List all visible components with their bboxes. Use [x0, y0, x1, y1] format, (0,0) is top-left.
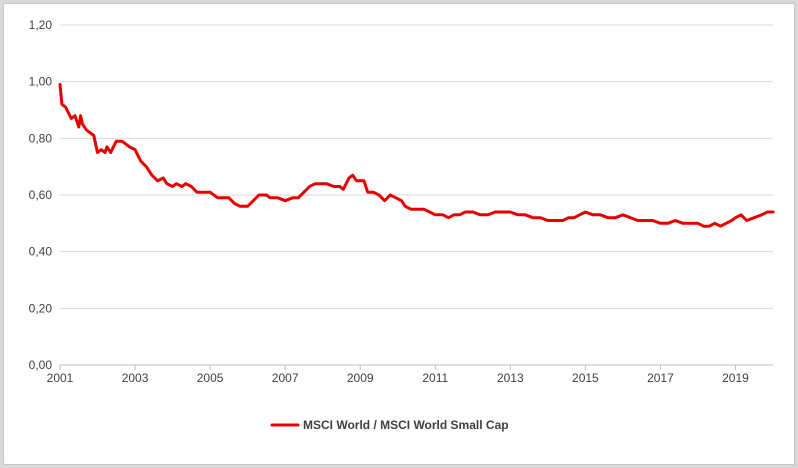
legend-label: MSCI World / MSCI World Small Cap	[303, 418, 509, 432]
x-tick-label: 2013	[497, 371, 524, 385]
y-tick-label: 0,40	[29, 245, 53, 259]
y-tick-labels: 0,00 0,20 0,40 0,60 0,80 1,00 1,20	[29, 18, 53, 372]
gridlines	[60, 24, 773, 309]
x-tick-label: 2005	[197, 371, 224, 385]
x-tick-labels: 2001 2003 2005 2007 2009 2011 2013 2015 2017 2019	[47, 371, 749, 385]
x-tick-label: 2009	[347, 371, 374, 385]
series-layer	[58, 83, 775, 228]
line-chart: 0,000,200,400,600,801,001,20 2001 2003 200…	[29, 18, 775, 432]
x-tick-label: 2001	[47, 371, 74, 385]
y-tick-label: 0,80	[29, 131, 53, 145]
x-tick-label: 2007	[272, 371, 299, 385]
y-tick-label: 1,00	[29, 75, 53, 89]
axes	[59, 364, 773, 370]
chart-frame: 0,00 0,20 0,40 0,60 0,80 1,00 1,20 2001 2003 200…	[3, 3, 795, 465]
x-tick-label: 2019	[722, 371, 749, 385]
y-tick-label: 1,20	[29, 18, 53, 32]
x-tick-label: 2017	[647, 371, 674, 385]
y-tick-label: 0,00	[29, 358, 53, 372]
x-tick-label: 2015	[572, 371, 599, 385]
y-tick-label: 0,60	[29, 188, 53, 202]
series-line	[58, 83, 775, 228]
legend: MSCI World / MSCI World Small Cap	[270, 418, 509, 432]
y-tick-label: 0,20	[29, 301, 53, 315]
x-tick-label: 2003	[122, 371, 149, 385]
x-tick-label: 2011	[422, 371, 448, 385]
